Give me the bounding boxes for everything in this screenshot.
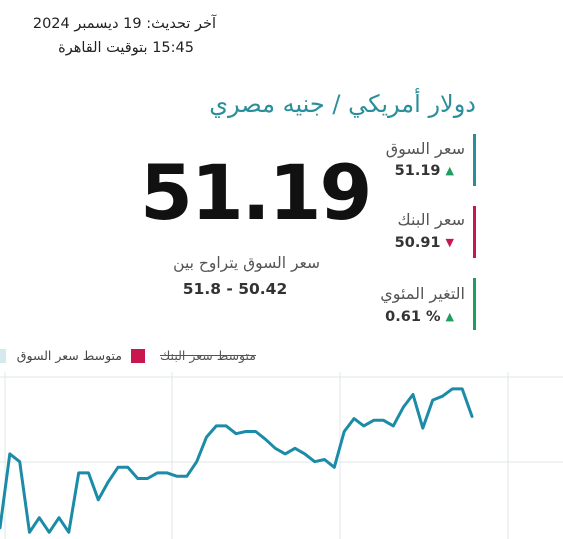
bank-price-value: 50.91 ▼ xyxy=(370,235,454,251)
market-price-series-line xyxy=(0,387,474,534)
up-arrow-icon: ▲ xyxy=(445,310,454,323)
bank-price-label: سعر البنك xyxy=(397,210,466,229)
currency-pair-title: دولار أمريكي / جنيه مصري xyxy=(209,90,476,118)
percent-change-bar xyxy=(473,278,476,330)
percent-change-label: التغير المئوي xyxy=(380,284,465,303)
down-arrow-icon: ▼ xyxy=(445,236,454,249)
market-price-label: سعر السوق xyxy=(385,139,465,158)
last-updated-time: 15:45 بتوقيت القاهرة xyxy=(58,40,194,56)
legend-bank-swatch xyxy=(131,349,145,363)
legend-market-swatch xyxy=(0,349,6,363)
price-line-chart xyxy=(0,372,563,539)
chart-grid xyxy=(0,372,563,539)
legend-bank-label[interactable]: متوسط سعر البنك xyxy=(160,348,256,363)
up-arrow-icon: ▲ xyxy=(445,164,454,177)
last-updated-date: آخر تحديث: 19 ديسمبر 2024 xyxy=(32,16,216,32)
current-price: 51.19 xyxy=(140,148,372,237)
price-range-label: سعر السوق يتراوح بين xyxy=(173,254,320,272)
bank-price-number: 50.91 xyxy=(394,235,441,251)
market-price-value: 51.19 ▲ xyxy=(370,163,454,179)
bank-price-bar xyxy=(473,206,476,258)
percent-change-number: 0.61 % xyxy=(385,309,441,325)
legend-market-label[interactable]: متوسط سعر السوق xyxy=(16,348,122,363)
market-price-bar xyxy=(473,134,476,186)
market-price-number: 51.19 xyxy=(394,163,441,179)
percent-change-value: 0.61 % ▲ xyxy=(370,309,454,325)
chart-legend: متوسط سعر السوق متوسط سعر البنك xyxy=(0,346,260,368)
price-range-value: 51.8 - 50.42 xyxy=(182,280,288,298)
